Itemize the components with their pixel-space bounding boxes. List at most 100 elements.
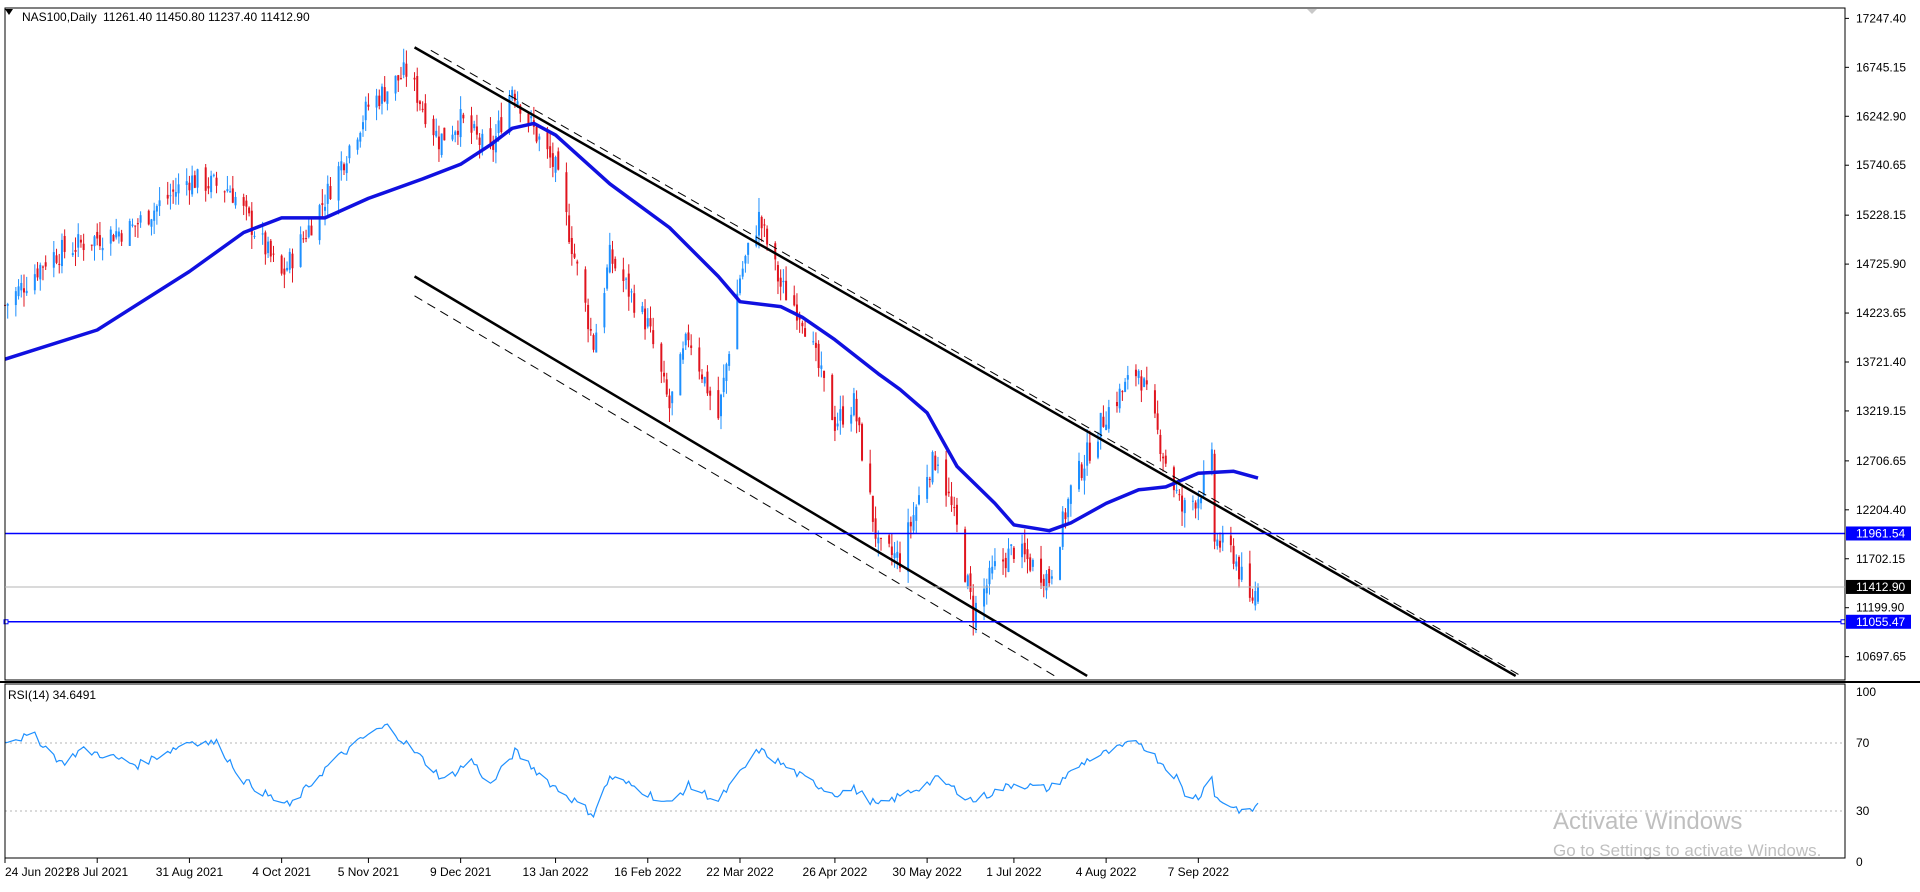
candle-body [833,416,836,431]
candle-body [736,293,739,350]
channel-line-solid[interactable] [413,275,1088,677]
candle-body [934,455,937,470]
candle-body [633,293,636,313]
candle-body [926,477,929,499]
candle-body [717,390,720,419]
candle-body [283,268,286,275]
candle-body [606,267,609,289]
candle-body [890,546,893,556]
x-tick-label: 13 Jan 2022 [523,865,589,879]
candle-body [1096,441,1099,458]
candle-body [272,253,275,255]
candle-body [79,239,82,243]
candle-body [893,553,896,559]
candle-body [630,291,633,293]
price-tick-label: 16242.90 [1856,109,1906,123]
candle-body [776,265,779,282]
candle-body [261,233,264,235]
candle-body [1004,557,1007,569]
candle-body [839,409,842,421]
candle-body [947,491,950,494]
channel-lines-layer [413,46,1522,677]
candle-body [1145,380,1148,385]
candle-body [1080,464,1083,478]
candle-body [720,394,722,417]
candle-body [1159,434,1162,455]
candle-body [993,561,996,567]
candle-body [1200,497,1203,504]
price-tick-label: 15740.65 [1856,158,1906,172]
dropdown-arrow-icon[interactable] [5,9,13,15]
candle-body [554,157,557,173]
line-handle-icon[interactable] [1840,619,1846,625]
candle-body [936,464,939,466]
x-tick-label: 4 Oct 2021 [252,865,311,879]
candle-body [413,77,416,80]
candle-body [310,225,313,236]
candle-body [1050,576,1053,579]
candle-body [565,172,568,213]
candle-body [188,182,191,191]
candle-body [6,303,9,306]
candle-body [1137,370,1140,378]
candle-body [874,518,877,539]
moving-average-layer [4,121,1259,533]
horizontal-lines-layer[interactable]: 11961.54 11055.47 [3,526,1911,629]
candle-body [1121,391,1124,393]
candle-body [1238,557,1241,580]
candle-body [500,117,503,133]
candle-body [329,186,332,200]
price-y-grid: 17247.40 16745.15 16242.90 15740.65 15228.15… [1845,11,1906,664]
candle-body [858,417,861,426]
candle-body [741,268,744,277]
candle-body [337,166,340,201]
candle-body [766,228,769,245]
price-tick-label: 11702.15 [1856,552,1905,566]
candle-body [570,238,573,254]
candle-body [690,345,693,348]
candle-body [641,306,644,312]
candle-body [709,390,712,396]
candle-body [321,203,324,205]
candle-body [603,293,606,328]
candle-body [896,551,899,558]
shift-marker-icon[interactable] [1307,9,1317,14]
channel-line-solid[interactable] [413,46,1517,677]
candle-body [966,575,969,587]
candle-body [117,231,120,237]
candle-body [701,374,704,380]
candle-body [1026,549,1029,560]
candle-body [527,113,530,124]
line-handle-icon[interactable] [3,619,9,625]
candle-body [1029,557,1032,571]
candle-body [451,134,454,140]
channel-line-dashed[interactable] [430,49,1522,677]
candle-body [763,224,766,226]
candle-body [223,191,226,193]
candle-body [1172,467,1175,491]
candle-body [386,91,389,104]
price-tick-label: 15228.15 [1856,208,1906,222]
candle-body [36,268,39,278]
candle-body [459,109,462,138]
candle-body [158,200,161,207]
candle-body [1061,511,1064,547]
candle-body [589,328,592,331]
candle-body [728,354,731,366]
rsi-layer: 100 70 30 0 [4,685,1876,869]
candle-body [804,328,807,337]
candle-body [17,286,20,297]
candle-body [462,114,465,119]
candle-body [850,414,853,424]
candle-body [1102,416,1105,427]
channel-line-dashed[interactable] [414,295,1055,677]
candle-body [147,210,150,225]
rsi-tick-label: 100 [1856,685,1876,699]
candle-body [307,225,310,238]
candle-body [738,278,741,294]
candle-body [456,130,459,135]
candle-body [380,86,383,104]
candle-body [1197,499,1200,509]
candle-body [185,181,188,185]
